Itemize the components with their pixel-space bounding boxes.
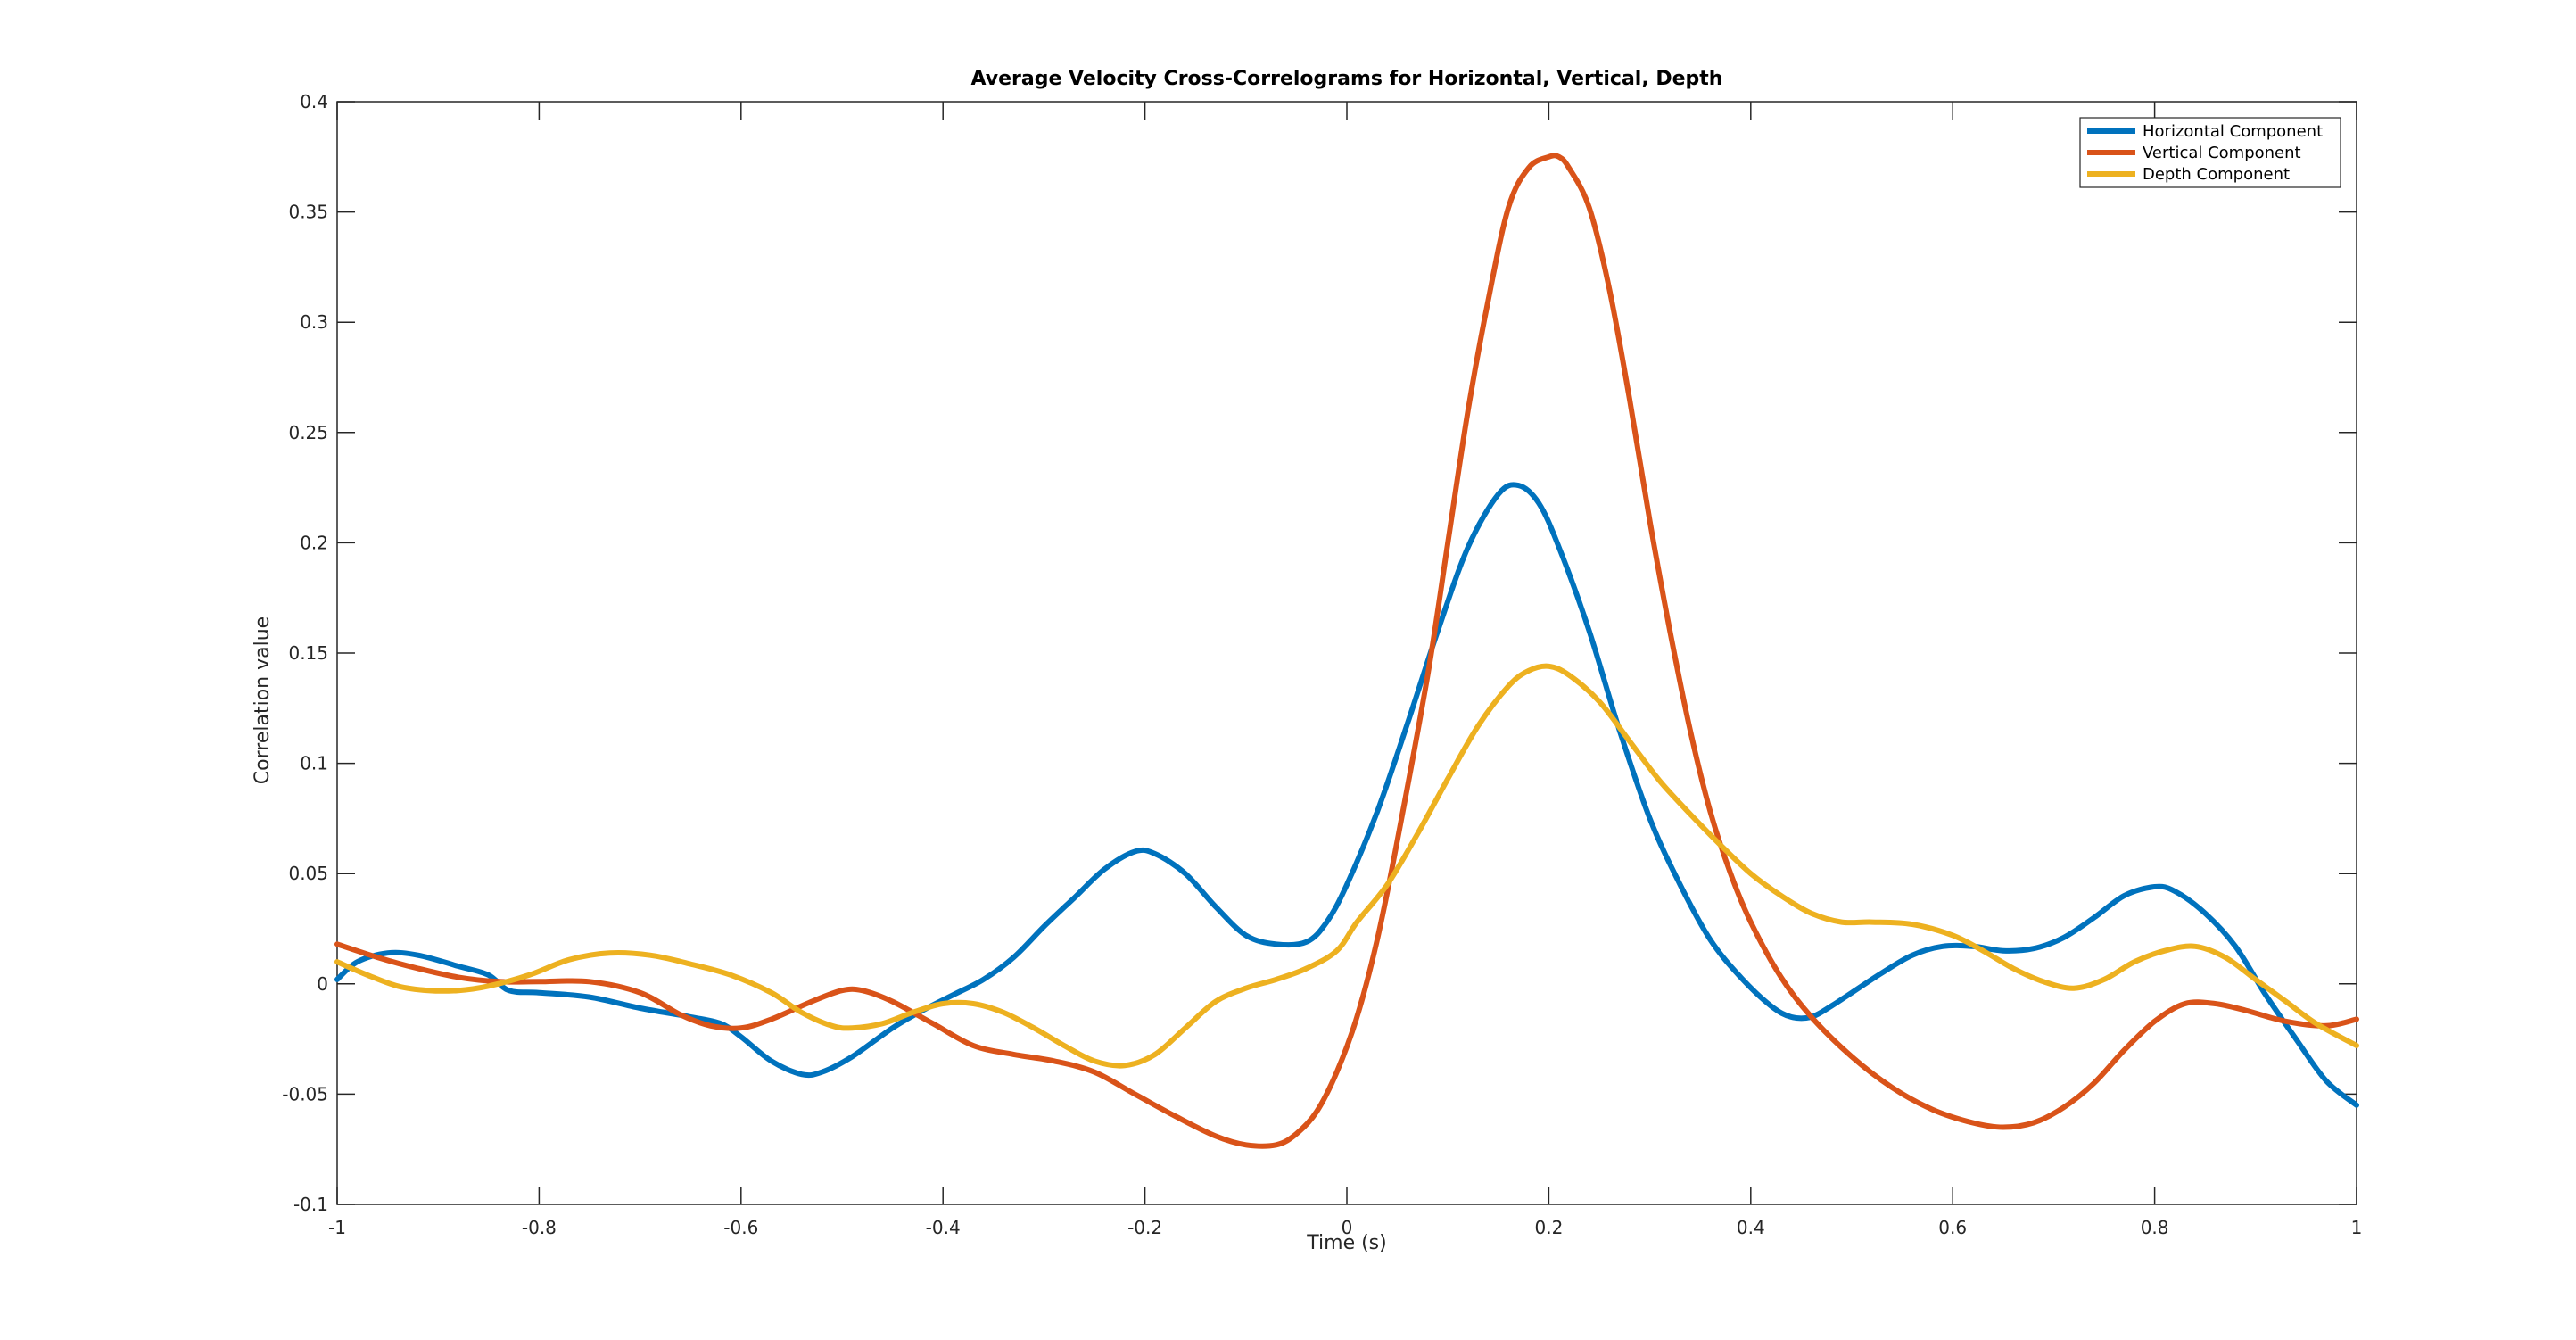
x-tick-label: 0 bbox=[1342, 1217, 1353, 1238]
y-tick-label: -0.05 bbox=[282, 1083, 328, 1104]
x-tick-label: 1 bbox=[2351, 1217, 2363, 1238]
x-axis-label: Time (s) bbox=[1306, 1232, 1386, 1254]
x-tick-label: 0.2 bbox=[1534, 1217, 1563, 1238]
x-tick-label: 0.8 bbox=[2141, 1217, 2169, 1238]
x-tick-label: 0.4 bbox=[1737, 1217, 1765, 1238]
y-tick-label: 0.15 bbox=[288, 642, 328, 664]
x-tick-label: 0.6 bbox=[1938, 1217, 1967, 1238]
y-tick-label: 0.35 bbox=[288, 202, 328, 223]
x-tick-label: -0.8 bbox=[522, 1217, 557, 1238]
y-tick-label: 0 bbox=[317, 973, 328, 995]
y-tick-label: 0.2 bbox=[300, 532, 328, 553]
y-axis-label: Correlation value bbox=[252, 616, 274, 784]
x-tick-label: -0.4 bbox=[926, 1217, 961, 1238]
plot-area: -1 -0.8 -0.6 -0.4 -0.2 0 0.2 0.4 0.6 0.8 1 -0.1 -0.0… bbox=[282, 91, 2362, 1238]
legend: Horizontal Component Vertical Component De… bbox=[2079, 117, 2341, 188]
y-tick-label: 0.1 bbox=[300, 753, 328, 774]
y-tick-label: 0.4 bbox=[300, 91, 328, 112]
series-line-vertical-component bbox=[334, 153, 2359, 1149]
legend-label: Horizontal Component bbox=[2143, 122, 2323, 141]
y-tick-label: 0.05 bbox=[288, 863, 328, 884]
series-line-depth-component bbox=[334, 663, 2359, 1069]
x-tick-label: -1 bbox=[328, 1217, 346, 1238]
y-tick-label: 0.25 bbox=[288, 422, 328, 443]
series-line-horizontal-component bbox=[334, 482, 2359, 1108]
x-tick-label: -0.6 bbox=[723, 1217, 758, 1238]
y-tick-label: 0.3 bbox=[300, 311, 328, 333]
chart-title: Average Velocity Cross-Correlograms for … bbox=[971, 68, 1723, 90]
x-tick-label: -0.2 bbox=[1127, 1217, 1162, 1238]
legend-label: Depth Component bbox=[2143, 165, 2290, 184]
legend-label: Vertical Component bbox=[2143, 144, 2301, 162]
y-tick-label: -0.1 bbox=[293, 1194, 328, 1215]
